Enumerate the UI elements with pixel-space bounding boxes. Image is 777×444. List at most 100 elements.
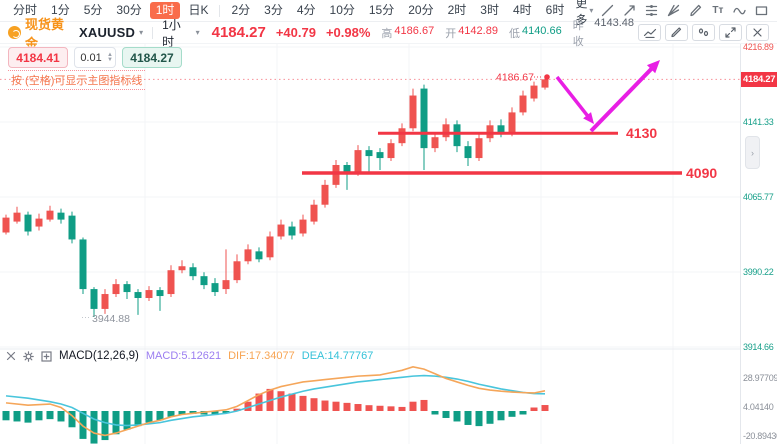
candle (431, 137, 439, 149)
candle (398, 128, 406, 144)
buy-button[interactable]: 4184.27 (122, 47, 182, 68)
candle (519, 95, 527, 113)
axis-label: 28.97709 (743, 373, 777, 383)
symbol-ticker[interactable]: XAUUSD (79, 25, 136, 40)
macd-histogram-bar (46, 411, 54, 420)
wave-icon[interactable] (729, 2, 750, 20)
macd-histogram-bar (90, 411, 98, 444)
timeframe-chip-3分[interactable]: 3分 (264, 3, 283, 17)
price-change-pct: +0.98% (325, 25, 371, 40)
timeframe-chip-2时[interactable]: 2时 (447, 3, 467, 17)
candle (409, 95, 417, 129)
timeframe-chip-4分[interactable]: 4分 (296, 3, 316, 17)
level-label-4090: 4090 (686, 165, 717, 181)
chevron-down-icon: ▾ (589, 5, 594, 15)
timeframe-chip-4时[interactable]: 4时 (512, 3, 532, 17)
high-stat: 高 4186.67 (381, 24, 435, 40)
timeframe-chip-15分[interactable]: 15分 (368, 3, 395, 17)
candle (299, 219, 307, 234)
draw-tools: Tт (597, 2, 777, 20)
sell-button[interactable]: 4184.41 (8, 47, 68, 68)
macd-histogram-bar (123, 411, 131, 430)
macd-histogram-bar (277, 391, 285, 411)
fib-retracement-icon[interactable] (641, 2, 662, 20)
candle (376, 152, 384, 159)
candle (387, 143, 395, 159)
chevron-down-icon[interactable]: ▾ (139, 27, 144, 37)
timeframe-chip-10分[interactable]: 10分 (329, 3, 355, 17)
paw-icon[interactable] (692, 24, 716, 41)
candle (222, 280, 230, 290)
macd-histogram-bar (178, 411, 186, 415)
candle (46, 210, 54, 220)
candle (123, 284, 131, 293)
candle (13, 212, 21, 222)
macd-histogram-bar (376, 405, 384, 411)
candle (156, 290, 164, 297)
candle (2, 217, 10, 233)
macd-gear-icon[interactable] (23, 350, 34, 362)
candle (244, 249, 252, 262)
timeframe-chip-30分[interactable]: 30分 (116, 3, 142, 17)
close-icon[interactable] (746, 24, 770, 41)
trend-line-icon[interactable] (597, 2, 618, 20)
fullscreen-icon[interactable] (719, 24, 743, 41)
candle (24, 214, 32, 232)
macd-histogram-bar (541, 405, 549, 411)
price-axis[interactable]: 4216.89 4141.33 4065.77 3990.22 3914.66 28.97… (740, 42, 777, 444)
macd-histogram-bar (244, 401, 252, 411)
timeframe-chip-1时[interactable]: 1时 (149, 2, 181, 19)
up-arrow[interactable] (589, 65, 656, 133)
macd-histogram-bar (145, 411, 153, 423)
macd-indicator-row: MACD(12,26,9) MACD:5.12621 DIF:17.34077 … (6, 349, 373, 363)
timeframe-chip-日K[interactable]: 日K (188, 3, 209, 17)
level-label-4130: 4130 (626, 125, 657, 141)
timeframe-chip-20分[interactable]: 20分 (408, 3, 434, 17)
candle (420, 88, 428, 149)
macd-close-icon[interactable] (6, 351, 16, 361)
pencil-icon[interactable] (665, 24, 689, 41)
more-dots-icon[interactable] (773, 2, 777, 20)
chevron-down-icon[interactable]: ▾ (195, 27, 200, 37)
macd-histogram-bar (310, 398, 318, 411)
candle (464, 146, 472, 159)
quantity-value[interactable]: 0.01 (80, 51, 102, 64)
collapse-panel-chevron[interactable]: › (745, 136, 760, 169)
timeframe-chip-5分[interactable]: 5分 (83, 3, 103, 17)
axis-label: 4.04140 (743, 402, 774, 412)
macd-histogram-bar (486, 411, 494, 424)
gann-fan-icon[interactable] (663, 2, 684, 20)
macd-histogram-bar (222, 411, 230, 414)
last-price: 4184.27 (211, 24, 266, 41)
timeframe-chip-2分[interactable]: 2分 (231, 3, 251, 17)
macd-histogram-bar (387, 406, 395, 411)
timeframe-chip-1分[interactable]: 1分 (51, 3, 70, 17)
text-icon[interactable]: Tт (712, 5, 724, 16)
candle (233, 261, 241, 281)
rectangle-icon[interactable] (751, 2, 772, 20)
arrow-icon[interactable] (619, 2, 640, 20)
stepper-arrows-icon[interactable]: ▲ ▼ (107, 51, 113, 63)
brush-icon[interactable] (685, 2, 706, 20)
interval-select[interactable]: 1小时 (162, 17, 181, 49)
down-arrow-head (583, 112, 594, 124)
candle (321, 184, 329, 205)
timeframe-chip-6时[interactable]: 6时 (545, 3, 565, 17)
candle (57, 212, 65, 220)
dif-line (5, 365, 546, 437)
axis-label: 4141.33 (743, 117, 774, 127)
candlestick-chart[interactable]: 4130 4090 4186.67 3944.88 (0, 44, 740, 444)
macd-histogram-bar (13, 411, 21, 422)
dif-value: DIF:17.34077 (228, 350, 295, 362)
macd-title: MACD(12,26,9) (59, 350, 139, 362)
axis-label: 3990.22 (743, 267, 774, 277)
macd-maximize-icon[interactable] (41, 350, 52, 362)
macd-histogram-bar (299, 395, 307, 411)
candle (310, 204, 318, 222)
chart-style-icon[interactable] (638, 24, 662, 41)
timeframe-chip-3时[interactable]: 3时 (480, 3, 499, 17)
down-arrow[interactable] (555, 75, 591, 119)
timeframe-chip-分时[interactable]: 分时 (13, 3, 38, 17)
quantity-stepper[interactable]: 0.01 ▲ ▼ (74, 47, 116, 68)
more-timeframes-button[interactable]: 更多 ▾ (571, 0, 597, 29)
